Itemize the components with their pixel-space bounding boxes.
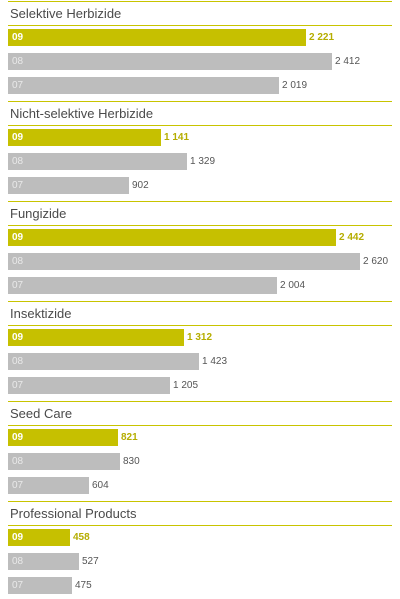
bar-value-label: 1 141 <box>164 132 190 143</box>
bar-year-label: 07 <box>12 580 24 591</box>
bar-value-label: 902 <box>132 180 149 191</box>
group-top-rule <box>8 201 392 202</box>
group-title: Seed Care <box>10 406 73 421</box>
bar-row: 09 458 <box>8 529 392 546</box>
group-top-rule <box>8 401 392 402</box>
bar-row: 09 1 312 <box>8 329 392 346</box>
bar-value-label: 1 423 <box>202 356 228 367</box>
bar-09 <box>8 329 184 346</box>
chart-group: Insektizide 09 1 312 08 1 423 07 1 205 <box>8 301 392 399</box>
group-title-rule <box>8 225 392 226</box>
chart-group: Selektive Herbizide 09 2 221 08 2 412 07 2 019 <box>8 1 392 99</box>
bar-value-label: 475 <box>75 580 92 591</box>
bar-row: 07 902 <box>8 177 392 194</box>
bar-year-label: 08 <box>12 156 24 167</box>
bar-year-label: 08 <box>12 256 24 267</box>
group-title-rule <box>8 325 392 326</box>
bar-value-label: 2 620 <box>363 256 389 267</box>
bar-year-label: 09 <box>12 132 24 143</box>
bar-year-label: 07 <box>12 280 24 291</box>
chart-group: Seed Care 09 821 08 830 07 604 <box>8 401 392 499</box>
bar-07 <box>8 477 89 494</box>
bar-row: 08 1 423 <box>8 353 392 370</box>
bar-09 <box>8 229 336 246</box>
bar-value-label: 2 442 <box>339 232 365 243</box>
group-title: Fungizide <box>10 206 67 221</box>
bar-07 <box>8 577 72 594</box>
bar-07 <box>8 277 277 294</box>
bar-value-label: 1 329 <box>190 156 216 167</box>
group-top-rule <box>8 501 392 502</box>
chart-group: Nicht-selektive Herbizide 09 1 141 08 1 329 0… <box>8 101 392 199</box>
group-top-rule <box>8 301 392 302</box>
bar-value-label: 830 <box>123 456 140 467</box>
bar-year-label: 07 <box>12 80 24 91</box>
bar-row: 09 2 442 <box>8 229 392 246</box>
bar-08 <box>8 453 120 470</box>
bar-07 <box>8 77 279 94</box>
bar-08 <box>8 553 79 570</box>
bar-year-label: 09 <box>12 232 24 243</box>
group-top-rule <box>8 101 392 102</box>
group-title: Professional Products <box>10 506 137 521</box>
group-title-rule <box>8 525 392 526</box>
bar-row: 08 2 620 <box>8 253 392 270</box>
bar-row: 07 604 <box>8 477 392 494</box>
bar-year-label: 07 <box>12 480 24 491</box>
group-title: Nicht-selektive Herbizide <box>10 106 154 121</box>
bar-value-label: 1 312 <box>187 332 213 343</box>
bar-07 <box>8 377 170 394</box>
bar-row: 08 830 <box>8 453 392 470</box>
bar-value-label: 2 221 <box>309 32 335 43</box>
bar-value-label: 458 <box>73 532 90 543</box>
bar-08 <box>8 153 187 170</box>
bar-value-label: 604 <box>92 480 109 491</box>
bar-row: 07 1 205 <box>8 377 392 394</box>
bar-value-label: 821 <box>121 432 138 443</box>
bar-09 <box>8 29 306 46</box>
chart-group: Professional Products 09 458 08 527 07 475 <box>8 501 392 599</box>
bar-year-label: 08 <box>12 356 24 367</box>
group-title-rule <box>8 25 392 26</box>
bar-row: 09 821 <box>8 429 392 446</box>
group-title-rule <box>8 425 392 426</box>
bar-year-label: 07 <box>12 380 24 391</box>
group-title: Insektizide <box>10 306 72 321</box>
bar-value-label: 1 205 <box>173 380 199 391</box>
bar-09 <box>8 129 161 146</box>
group-title-rule <box>8 125 392 126</box>
bar-07 <box>8 177 129 194</box>
bar-year-label: 09 <box>12 32 24 43</box>
bar-08 <box>8 53 332 70</box>
bar-09 <box>8 529 70 546</box>
bar-08 <box>8 253 360 270</box>
bar-year-label: 08 <box>12 56 24 67</box>
bar-year-label: 08 <box>12 456 24 467</box>
bar-row: 08 1 329 <box>8 153 392 170</box>
bar-year-label: 09 <box>12 332 24 343</box>
bar-value-label: 2 412 <box>335 56 361 67</box>
chart-group: Fungizide 09 2 442 08 2 620 07 2 004 <box>8 201 392 299</box>
bar-value-label: 527 <box>82 556 99 567</box>
bar-row: 09 1 141 <box>8 129 392 146</box>
bar-year-label: 07 <box>12 180 24 191</box>
bar-row: 07 475 <box>8 577 392 594</box>
bar-09 <box>8 429 118 446</box>
bar-row: 08 2 412 <box>8 53 392 70</box>
group-title: Selektive Herbizide <box>10 6 122 21</box>
bar-year-label: 09 <box>12 432 24 443</box>
group-top-rule <box>8 1 392 2</box>
bar-value-label: 2 019 <box>282 80 308 91</box>
bar-row: 07 2 019 <box>8 77 392 94</box>
bar-value-label: 2 004 <box>280 280 306 291</box>
bar-row: 07 2 004 <box>8 277 392 294</box>
bar-year-label: 09 <box>12 532 24 543</box>
bar-row: 08 527 <box>8 553 392 570</box>
bar-08 <box>8 353 199 370</box>
bar-year-label: 08 <box>12 556 24 567</box>
bar-row: 09 2 221 <box>8 29 392 46</box>
